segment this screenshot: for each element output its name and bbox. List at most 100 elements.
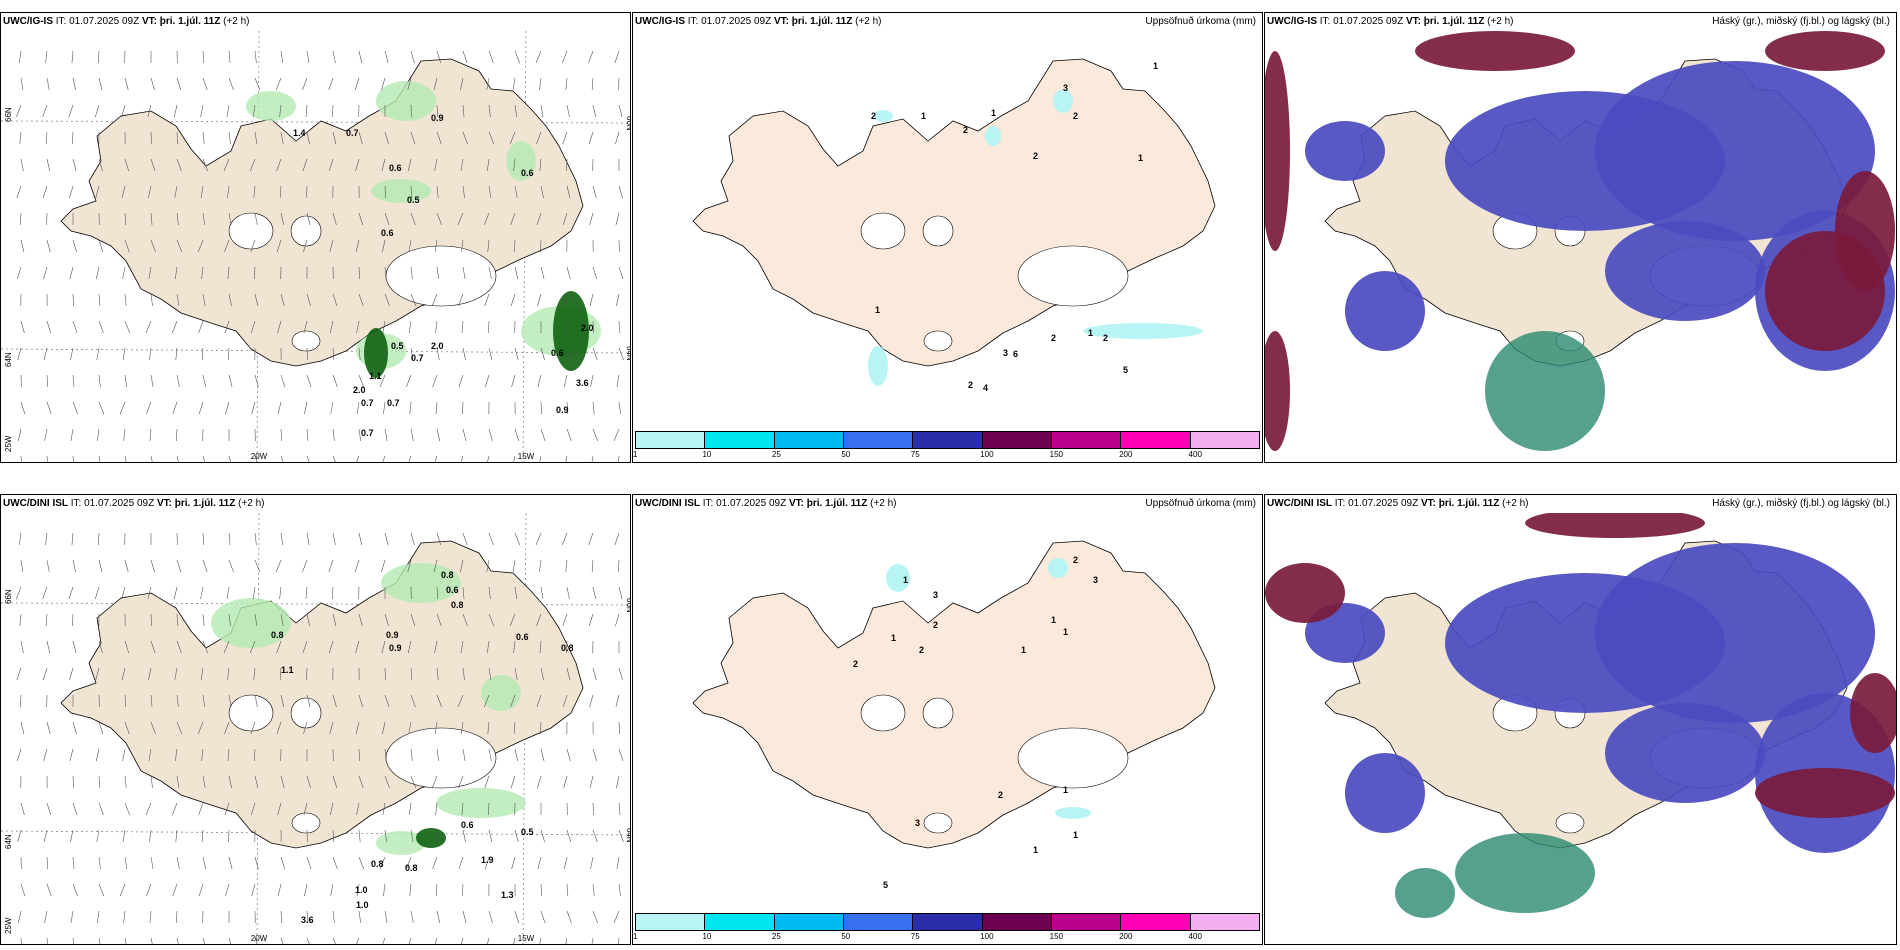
legend-tick-label: 1 <box>633 932 638 941</box>
precip-legend: 1 10 25 50 75 100 150 200 400 <box>633 431 1260 459</box>
panel-title: Uppsöfnuð úrkoma (mm) <box>1145 498 1256 509</box>
legend-swatch <box>636 914 706 930</box>
panel-title: Uppsöfnuð úrkoma (mm) <box>1145 16 1256 27</box>
precip-amount-label: 3 <box>1003 348 1008 358</box>
precip-legend: 1 10 25 50 75 100 150 200 400 <box>633 913 1260 941</box>
precip-value-label: 0.9 <box>389 643 402 653</box>
precip-amount-label: 1 <box>1138 153 1143 163</box>
panel-header: UWC/IG-IS IT: 01.07.2025 09Z VT: þri. 1.… <box>1267 16 1514 27</box>
legend-swatch <box>774 914 844 930</box>
legend-swatch <box>843 432 914 448</box>
legend-tick-label: 150 <box>1049 932 1064 941</box>
precip-amount-label: 1 <box>1021 645 1026 655</box>
legend-swatch <box>1121 914 1191 930</box>
precip-value-label: 0.5 <box>391 341 404 351</box>
precip-value-label: 1.9 <box>481 855 494 865</box>
legend-swatch <box>1121 432 1191 448</box>
precip-value-label: 0.5 <box>407 195 420 205</box>
precip-value-label: 0.7 <box>411 353 424 363</box>
cloud-map <box>1265 513 1896 944</box>
precip-value-label: 2.0 <box>431 341 444 351</box>
precip-amount-label: 1 <box>875 305 880 315</box>
precip-value-label: 3.6 <box>576 378 589 388</box>
precip-amount-label: 2 <box>968 380 973 390</box>
precip-value-label: 1.1 <box>369 371 382 381</box>
precip-value-label: 0.6 <box>516 632 529 642</box>
legend-tick-label: 25 <box>771 450 781 459</box>
precip-amount-label: 1 <box>1051 615 1056 625</box>
precip-amount-label: 2 <box>853 659 858 669</box>
axis-tick-label: 64N <box>4 352 13 367</box>
precip-amount-label: 2 <box>871 111 876 121</box>
axis-tick-label: 25W <box>4 435 13 452</box>
precip-value-label: 1.1 <box>281 665 294 675</box>
precip-amount-label: 3 <box>915 818 920 828</box>
legend-swatch <box>705 432 775 448</box>
axis-tick-label: 25W <box>4 917 13 934</box>
precip-value-label: 1.4 <box>293 128 306 138</box>
precip-value-label: 1.0 <box>356 900 369 910</box>
precip-amount-label: 2 <box>1103 333 1108 343</box>
precip-amount-label: 2 <box>1033 151 1038 161</box>
precip-value-label: 0.6 <box>461 820 474 830</box>
legend-tick-label: 100 <box>980 450 994 459</box>
precip-value-label: 0.7 <box>346 128 359 138</box>
precip-amount-label: 2 <box>1051 333 1056 343</box>
precip-amount-label: 1 <box>903 575 908 585</box>
panel-header: UWC/IG-IS IT: 01.07.2025 09Z VT: þri. 1.… <box>3 16 250 27</box>
precip-value-label: 0.7 <box>361 398 374 408</box>
precip-value-label: 0.8 <box>271 630 284 640</box>
precip-amount-label: 1 <box>1088 328 1093 338</box>
precip-value-label: 2.0 <box>353 385 366 395</box>
precip-value-label: 0.8 <box>405 863 418 873</box>
precip-value-label: 0.9 <box>556 405 569 415</box>
precip-value-label: 2.0 <box>581 323 594 333</box>
legend-swatch <box>774 432 844 448</box>
legend-swatch <box>982 914 1052 930</box>
precip-amount-label: 5 <box>883 880 888 890</box>
precip-amount-label: 1 <box>1073 830 1078 840</box>
precip-amount-label: 1 <box>1153 61 1158 71</box>
legend-swatch <box>1190 914 1259 930</box>
legend-tick-label: 75 <box>910 450 920 459</box>
legend-tick-label: 50 <box>841 450 851 459</box>
axis-tick-label: 66N <box>625 598 631 613</box>
precip-amount-label: 1 <box>921 111 926 121</box>
precip-value-label: 3.6 <box>301 915 314 925</box>
legend-swatch <box>705 914 775 930</box>
legend-swatch <box>913 914 983 930</box>
wind-precip-map-igis: UWC/IG-IS IT: 01.07.2025 09Z VT: þri. 1.… <box>0 12 631 463</box>
precip-amount-label: 1 <box>1063 627 1068 637</box>
precip-value-label: 0.6 <box>381 228 394 238</box>
axis-tick-label: 64N <box>625 346 631 361</box>
wind-map: 0.8 0.6 0.8 0.8 0.9 0.9 1.1 0.6 0.8 0.6 0.5 1.9 0.8 1… <box>1 513 631 944</box>
precip-value-label: 0.6 <box>521 168 534 178</box>
legend-tick-label: 10 <box>702 932 712 941</box>
precip-value-label: 0.8 <box>561 643 574 653</box>
legend-tick-label: 10 <box>702 450 712 459</box>
precip-amount-label: 2 <box>998 790 1003 800</box>
precip-amount-label: 1 <box>891 633 896 643</box>
wind-precip-map-dini: UWC/DINI ISL IT: 01.07.2025 09Z VT: þri.… <box>0 494 631 945</box>
precip-amount-label: 2 <box>919 645 924 655</box>
legend-tick-label: 200 <box>1119 932 1133 941</box>
legend-swatch <box>1051 914 1122 930</box>
axis-tick-label: 64N <box>625 828 631 843</box>
precip-value-label: 0.9 <box>386 630 399 640</box>
legend-swatch <box>843 914 914 930</box>
legend-tick-label: 150 <box>1049 450 1064 459</box>
accumulated-precip-map-dini: UWC/DINI ISL IT: 01.07.2025 09Z VT: þri.… <box>632 494 1263 945</box>
precip-value-label: 1.3 <box>501 890 514 900</box>
precip-value-label: 0.8 <box>451 600 464 610</box>
axis-tick-label: 66N <box>4 107 13 122</box>
legend-tick-label: 400 <box>1188 932 1202 941</box>
wind-map: 1.4 0.7 0.9 0.6 0.6 0.5 0.6 0.5 0.7 2.0 0.6 2.0 3.6 0… <box>1 31 631 462</box>
precip-value-label: 0.8 <box>441 570 454 580</box>
axis-tick-label: 15W <box>518 452 535 461</box>
precip-amount-label: 6 <box>1013 349 1018 359</box>
precip-value-label: 1.0 <box>355 885 368 895</box>
panel-header: UWC/IG-IS IT: 01.07.2025 09Z VT: þri. 1.… <box>635 16 882 27</box>
legend-swatch <box>982 432 1052 448</box>
precip-value-label: 0.9 <box>431 113 444 123</box>
